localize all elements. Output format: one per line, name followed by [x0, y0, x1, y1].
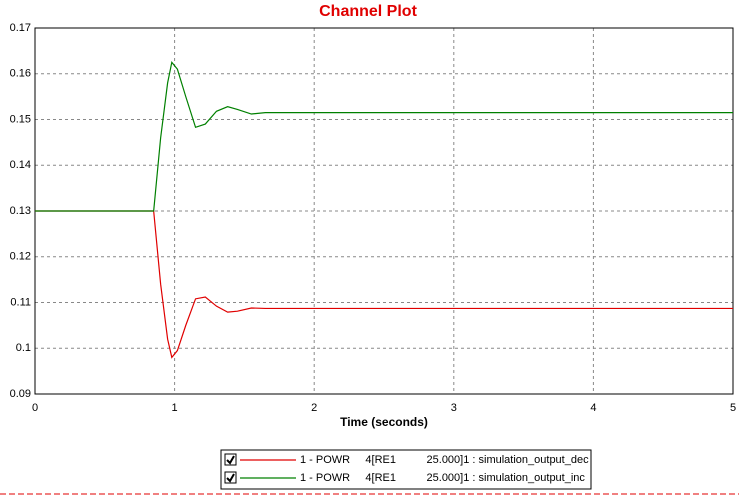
y-tick-label: 0.1	[16, 342, 31, 354]
y-tick-label: 0.16	[10, 68, 31, 80]
legend-box	[220, 449, 592, 490]
legend-label: 1 - POWR 4[RE1 25.000]1 : simulation_out…	[300, 454, 589, 466]
y-tick-label: 0.13	[10, 205, 31, 217]
x-tick-label: 2	[311, 402, 317, 414]
x-tick-label: 4	[590, 402, 596, 414]
x-axis-label: Time (seconds)	[340, 415, 428, 429]
y-tick-label: 0.14	[10, 159, 31, 171]
y-tick-label: 0.09	[10, 388, 31, 400]
legend-label: 1 - POWR 4[RE1 25.000]1 : simulation_out…	[300, 472, 585, 484]
x-tick-label: 0	[32, 402, 38, 414]
x-tick-label: 5	[730, 402, 736, 414]
series-line	[35, 210, 733, 359]
y-tick-label: 0.17	[10, 22, 31, 34]
chart-title: Channel Plot	[319, 3, 417, 20]
x-tick-label: 3	[451, 402, 457, 414]
y-tick-label: 0.15	[10, 113, 31, 125]
series-line	[35, 60, 733, 212]
legend-checkmark	[226, 473, 235, 483]
legend-checkmark	[226, 455, 235, 465]
legend-checkbox[interactable]	[224, 453, 237, 466]
y-tick-label: 0.11	[10, 296, 31, 308]
x-tick-label: 1	[172, 402, 178, 414]
y-tick-label: 0.12	[10, 251, 31, 263]
legend-checkbox[interactable]	[224, 471, 237, 484]
